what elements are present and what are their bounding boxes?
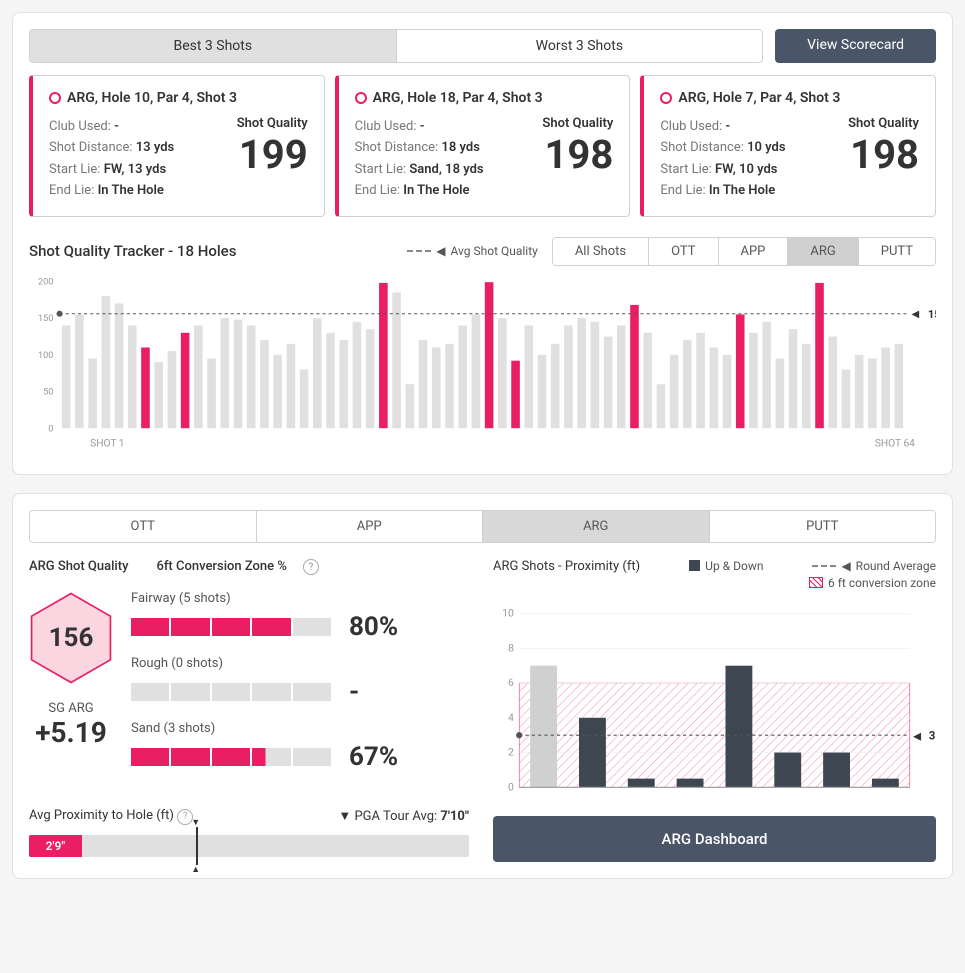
filter-tab-app[interactable]: APP: [718, 238, 788, 265]
shot-title-text: ARG, Hole 10, Par 4, Shot 3: [67, 90, 237, 106]
conversion-label: Sand (3 shots): [131, 721, 469, 736]
hatch-icon: [809, 577, 823, 588]
shot-card[interactable]: ARG, Hole 7, Par 4, Shot 3 Club Used: - …: [640, 75, 936, 217]
quality-hexagon: 156: [29, 591, 113, 685]
sg-label: SG ARG: [29, 701, 113, 716]
svg-text:◀: ◀: [913, 729, 922, 742]
conversion-row: Sand (3 shots) 67%: [131, 721, 469, 772]
svg-text:0: 0: [48, 423, 53, 434]
square-icon: [689, 560, 700, 571]
pga-marker: [196, 827, 198, 865]
avg-legend-label: Avg Shot Quality: [451, 244, 538, 258]
sq-value: 198: [848, 135, 919, 175]
conversion-label: Fairway (5 shots): [131, 591, 469, 606]
conversion-row: Fairway (5 shots) 80%: [131, 591, 469, 642]
svg-text:4: 4: [508, 711, 514, 724]
sq-label: Shot Quality: [542, 116, 613, 131]
svg-text:150: 150: [38, 313, 53, 324]
ring-icon: [49, 92, 61, 104]
svg-text:50: 50: [43, 386, 53, 397]
pga-label: PGA Tour Avg:: [354, 809, 437, 824]
arg-sq-title: ARG Shot Quality: [29, 559, 128, 574]
shot-card[interactable]: ARG, Hole 18, Par 4, Shot 3 Club Used: -…: [335, 75, 631, 217]
ring-icon: [355, 92, 367, 104]
worst-shots-tab[interactable]: Worst 3 Shots: [396, 30, 763, 62]
shots-summary-card: Best 3 Shots Worst 3 Shots View Scorecar…: [12, 12, 953, 475]
dashed-line-icon: [812, 565, 836, 567]
dashed-line-icon: [407, 250, 431, 252]
svg-text:6: 6: [508, 676, 514, 689]
panel-category-tabs: OTTAPPARGPUTT: [29, 510, 936, 543]
sq-value: 199: [237, 135, 308, 175]
sq-label: Shot Quality: [237, 116, 308, 131]
arg-dashboard-button[interactable]: ARG Dashboard: [493, 816, 936, 862]
svg-text:SHOT 1: SHOT 1: [90, 438, 124, 449]
proximity-bar: 2'9": [29, 835, 469, 857]
updown-legend: Up & Down: [705, 559, 763, 573]
shot-stats: Club Used: - Shot Distance: 13 yds Start…: [49, 116, 174, 202]
prox-chart-title: ARG Shots - Proximity (ft): [493, 559, 640, 574]
best-worst-toggle: Best 3 Shots Worst 3 Shots: [29, 29, 763, 63]
conversion-pct: 67%: [349, 742, 398, 772]
panel-tab-arg[interactable]: ARG: [482, 511, 709, 542]
filter-tab-arg[interactable]: ARG: [787, 238, 857, 265]
proximity-fill: 2'9": [29, 835, 82, 857]
svg-text:0: 0: [508, 780, 514, 793]
shot-stats: Club Used: - Shot Distance: 10 yds Start…: [660, 116, 785, 202]
svg-text:10: 10: [502, 606, 514, 619]
roundavg-legend: Round Average: [856, 559, 936, 573]
conversion-bar: [131, 618, 331, 636]
shot-title-text: ARG, Hole 18, Par 4, Shot 3: [373, 90, 543, 106]
arg-panel-card: OTTAPPARGPUTT ARG Shot Quality 6ft Conve…: [12, 493, 953, 879]
sq-label: Shot Quality: [848, 116, 919, 131]
shot-quality-tracker-chart: 0 50 100 150 200 ◀ 156 SHOT 1 SHOT 64: [29, 274, 936, 454]
sg-value: +5.19: [29, 716, 113, 749]
conversion-pct: -: [349, 677, 359, 707]
filter-tab-all-shots[interactable]: All Shots: [553, 238, 648, 265]
svg-text:200: 200: [38, 276, 53, 287]
svg-text:8: 8: [508, 641, 514, 654]
panel-tab-putt[interactable]: PUTT: [709, 511, 936, 542]
shot-card[interactable]: ARG, Hole 10, Par 4, Shot 3 Club Used: -…: [29, 75, 325, 217]
svg-text:2: 2: [508, 745, 514, 758]
svg-text:SHOT 64: SHOT 64: [875, 438, 915, 449]
conv-zone-title: 6ft Conversion Zone %: [156, 559, 287, 574]
ring-icon: [660, 92, 672, 104]
convzone-legend: 6 ft conversion zone: [828, 576, 936, 590]
sq-value: 198: [542, 135, 613, 175]
conversion-row: Rough (0 shots) -: [131, 656, 469, 707]
best-shots-tab[interactable]: Best 3 Shots: [30, 30, 396, 62]
hex-value: 156: [49, 623, 94, 653]
prox-title: Avg Proximity to Hole (ft): [29, 808, 174, 823]
conversion-bar: [131, 748, 331, 766]
help-icon[interactable]: ?: [303, 559, 319, 575]
tracker-title: Shot Quality Tracker - 18 Holes: [29, 242, 236, 260]
filter-tab-ott[interactable]: OTT: [648, 238, 717, 265]
shot-title-text: ARG, Hole 7, Par 4, Shot 3: [678, 90, 840, 106]
svg-text:3: 3: [929, 728, 936, 742]
svg-text:100: 100: [38, 350, 53, 361]
svg-text:156: 156: [928, 308, 936, 321]
conversion-pct: 80%: [349, 612, 398, 642]
conversion-bar: [131, 683, 331, 701]
shot-stats: Club Used: - Shot Distance: 18 yds Start…: [355, 116, 484, 202]
pga-value: 7'10": [440, 809, 469, 824]
proximity-chart: 0 2 4 6 8 10 ◀ 3: [493, 592, 936, 802]
svg-text:◀: ◀: [912, 309, 920, 320]
panel-tab-ott[interactable]: OTT: [30, 511, 256, 542]
panel-tab-app[interactable]: APP: [256, 511, 483, 542]
conversion-label: Rough (0 shots): [131, 656, 469, 671]
tracker-filter-tabs: All ShotsOTTAPPARGPUTT: [552, 237, 936, 266]
view-scorecard-button[interactable]: View Scorecard: [775, 29, 936, 63]
filter-tab-putt[interactable]: PUTT: [858, 238, 935, 265]
